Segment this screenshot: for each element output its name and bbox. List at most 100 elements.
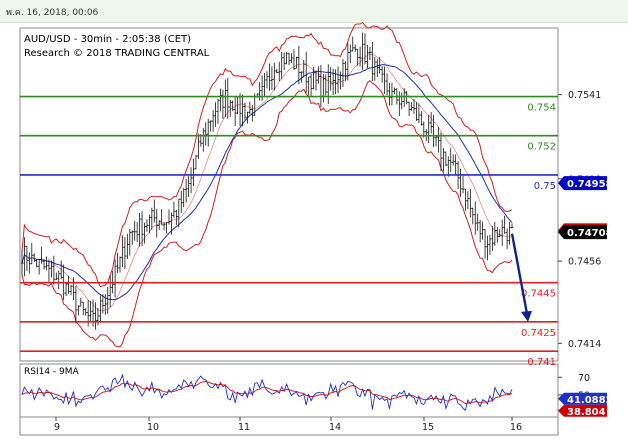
price-flag [558,225,607,240]
ohlc-bar [371,41,374,81]
rsi-line [21,373,513,412]
ohlc-bar [140,211,144,247]
ohlc-bar [47,259,51,282]
ohlc-bar [373,56,376,81]
ohlc-bar [452,154,455,166]
ohlc-bar [481,221,484,240]
ohlc-bar [126,233,129,259]
ohlc-bar [172,201,176,218]
rsi-flag-label: 38.804 [567,407,606,418]
ohlc-bar [454,154,457,175]
ohlc-bar [57,270,60,290]
ohlc-bar [216,98,220,124]
ohlc-bar [368,46,372,61]
ohlc-bar [327,64,330,104]
chart-title: AUD/USD - 30min - 2:05:38 (CET) [24,34,191,45]
ohlc-bar [79,297,82,307]
ohlc-bar [246,111,249,124]
ohlc-bar [278,61,281,82]
ohlc-bar [469,188,472,218]
ohlc-bar [496,227,499,243]
ohlc-bar [287,52,291,66]
ohlc-bar [42,259,46,270]
ohlc-bar [363,33,367,65]
ohlc-bar [385,73,389,96]
ohlc-bar [162,222,166,231]
ohlc-bar [317,66,320,84]
ohlc-bar [89,300,92,322]
ohlc-bar [241,94,244,127]
ohlc-bar [415,102,418,121]
ohlc-bar [434,135,438,147]
ohlc-bar [344,61,347,81]
ohlc-bar [439,132,443,172]
ohlc-bar [437,127,440,153]
ohlc-bar [474,201,477,235]
ohlc-bar [491,226,494,251]
ohlc-bar [224,79,227,118]
ohlc-bar [74,285,78,324]
ohlc-bar [197,133,200,160]
ohlc-bar [145,219,149,232]
ohlc-bar [476,213,479,231]
ohlc-bar [383,66,386,94]
ohlc-bar [280,51,283,80]
ohlc-bar [300,71,303,83]
y-tick-label: 0.7456 [568,257,601,268]
ohlc-bar [324,74,327,96]
ohlc-bar [131,230,134,245]
ohlc-bar [177,198,180,228]
ohlc-bar [167,209,171,225]
ohlc-bar [128,229,131,256]
ohlc-bar [45,256,48,271]
ohlc-bar [219,88,222,112]
ohlc-bar [486,235,489,261]
ohlc-bar [483,228,487,259]
ohlc-bar [189,167,193,194]
ohlc-bar [99,295,102,323]
ohlc-bar [314,70,318,91]
ohlc-bar [478,219,482,243]
ohlc-bar [510,223,514,229]
level-label: 0.741 [527,357,556,368]
date-text: พ.ค. 16, 2018, 00:06 [6,8,99,18]
ohlc-bar [182,187,185,208]
ohlc-bar [123,237,127,270]
ohlc-bar [302,59,305,78]
ohlc-bar [192,158,195,187]
ohlc-bar [52,255,56,285]
ohlc-bar [309,74,313,98]
ohlc-bar [449,148,452,173]
ohlc-bar [285,52,288,65]
x-tick-label: 10 [147,422,159,433]
level-label: 0.75 [534,181,556,192]
level-label: 0.7425 [521,328,556,339]
ohlc-bar [461,175,465,194]
price-flag [558,176,607,191]
ohlc-bar [407,101,411,117]
rsi-flag-label: 41.0882 [567,395,613,406]
ohlc-bar [77,305,80,316]
ohlc-bar [187,176,190,197]
ohlc-bar [33,253,36,262]
rsi-flag [558,404,607,417]
ohlc-bar [143,222,146,244]
ohlc-bar [420,110,423,126]
level-label: 0.7445 [521,289,556,300]
ohlc-bar [466,191,470,210]
ohlc-bar [336,66,340,94]
ohlc-bar [498,229,501,238]
ohlc-bar [69,285,73,296]
x-tick-label: 14 [329,422,341,433]
ohlc-bar [211,110,215,132]
main-plot-frame [19,27,559,362]
level-label: 0.754 [527,103,556,114]
ohlc-bar [265,71,269,89]
ohlc-bar [282,52,286,71]
ohlc-bar [403,88,406,107]
ohlc-bar [270,66,274,90]
ohlc-bar [170,212,173,235]
ohlc-bar [393,87,396,95]
ohlc-bar [106,286,109,314]
ohlc-bar [258,82,261,101]
